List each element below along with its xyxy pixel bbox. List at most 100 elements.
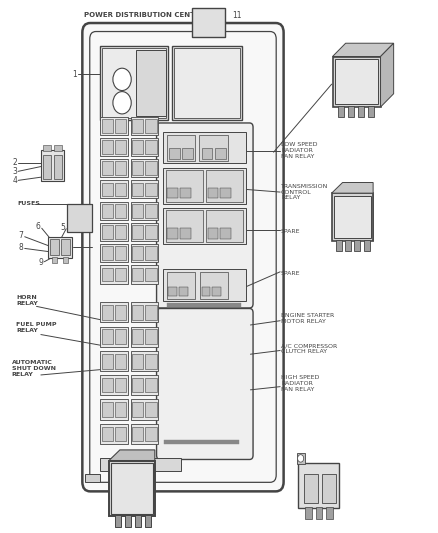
- Bar: [348, 106, 354, 117]
- Bar: [102, 329, 113, 344]
- Bar: [102, 140, 113, 154]
- Text: 2: 2: [13, 158, 17, 167]
- Bar: [131, 201, 158, 220]
- Text: 7: 7: [18, 231, 23, 240]
- Bar: [132, 329, 144, 344]
- Bar: [131, 159, 158, 177]
- Bar: [131, 302, 158, 322]
- Bar: [145, 329, 156, 344]
- Text: 5: 5: [60, 223, 65, 232]
- Bar: [297, 463, 339, 508]
- Bar: [48, 237, 72, 258]
- Bar: [102, 354, 113, 368]
- Bar: [52, 257, 57, 263]
- Bar: [102, 225, 113, 239]
- Text: 11: 11: [232, 11, 242, 20]
- Bar: [115, 268, 126, 281]
- Text: SPARE: SPARE: [281, 229, 300, 235]
- Bar: [335, 59, 378, 104]
- Bar: [166, 169, 203, 201]
- Bar: [167, 228, 178, 239]
- Bar: [100, 117, 128, 135]
- Bar: [201, 287, 210, 296]
- Text: TRANSMISSION
CONTROL
RELAY: TRANSMISSION CONTROL RELAY: [281, 184, 328, 200]
- Bar: [85, 474, 100, 482]
- Text: HIGH SPEED
RADIATOR
FAN RELAY: HIGH SPEED RADIATOR FAN RELAY: [281, 375, 319, 392]
- Bar: [115, 225, 126, 239]
- Bar: [132, 161, 144, 175]
- FancyBboxPatch shape: [82, 23, 284, 491]
- Bar: [145, 402, 156, 417]
- Bar: [332, 56, 381, 107]
- Bar: [54, 146, 62, 151]
- Bar: [67, 204, 92, 232]
- Bar: [102, 182, 113, 196]
- Text: 8: 8: [19, 243, 23, 252]
- Bar: [201, 148, 212, 159]
- Bar: [115, 515, 121, 527]
- Bar: [338, 106, 344, 117]
- Bar: [109, 461, 155, 516]
- Bar: [131, 375, 158, 395]
- Circle shape: [113, 68, 131, 91]
- Bar: [304, 474, 318, 503]
- Bar: [131, 424, 158, 444]
- Bar: [145, 182, 156, 196]
- Bar: [145, 225, 156, 239]
- Bar: [321, 474, 336, 503]
- Bar: [100, 46, 168, 120]
- Bar: [115, 426, 126, 441]
- Bar: [131, 180, 158, 198]
- Bar: [115, 305, 126, 320]
- Bar: [132, 377, 144, 392]
- Bar: [334, 196, 371, 238]
- FancyBboxPatch shape: [156, 309, 253, 459]
- Bar: [145, 119, 156, 133]
- Circle shape: [113, 92, 131, 114]
- Bar: [132, 426, 144, 441]
- Bar: [131, 223, 158, 241]
- Bar: [132, 268, 144, 281]
- Bar: [163, 167, 246, 204]
- Text: 3: 3: [12, 167, 17, 176]
- Bar: [132, 182, 144, 196]
- Bar: [115, 377, 126, 392]
- Bar: [50, 239, 59, 255]
- Bar: [163, 132, 246, 163]
- Bar: [100, 244, 128, 262]
- Bar: [54, 155, 62, 179]
- Bar: [115, 246, 126, 260]
- Text: ENGINE STARTER
MOTOR RELAY: ENGINE STARTER MOTOR RELAY: [281, 313, 334, 324]
- Bar: [100, 201, 128, 220]
- Bar: [132, 246, 144, 260]
- Bar: [358, 106, 364, 117]
- Bar: [136, 50, 166, 116]
- Bar: [131, 138, 158, 156]
- Bar: [132, 354, 144, 368]
- Bar: [316, 507, 322, 519]
- Bar: [131, 327, 158, 347]
- Polygon shape: [332, 182, 373, 193]
- Bar: [100, 159, 128, 177]
- Bar: [200, 272, 228, 299]
- Bar: [132, 305, 144, 320]
- Polygon shape: [381, 43, 394, 107]
- Bar: [132, 140, 144, 154]
- Bar: [364, 240, 370, 251]
- Bar: [220, 228, 231, 239]
- Bar: [336, 240, 342, 251]
- Text: POWER DISTRIBUTION CENTER: POWER DISTRIBUTION CENTER: [84, 12, 205, 18]
- Bar: [100, 223, 128, 241]
- Bar: [166, 272, 195, 299]
- Bar: [102, 426, 113, 441]
- Bar: [169, 148, 180, 159]
- Bar: [63, 257, 68, 263]
- Bar: [43, 146, 51, 151]
- Bar: [100, 138, 128, 156]
- Bar: [132, 119, 144, 133]
- Bar: [125, 515, 131, 527]
- Bar: [145, 377, 156, 392]
- Bar: [115, 354, 126, 368]
- Bar: [145, 515, 151, 527]
- Bar: [102, 377, 113, 392]
